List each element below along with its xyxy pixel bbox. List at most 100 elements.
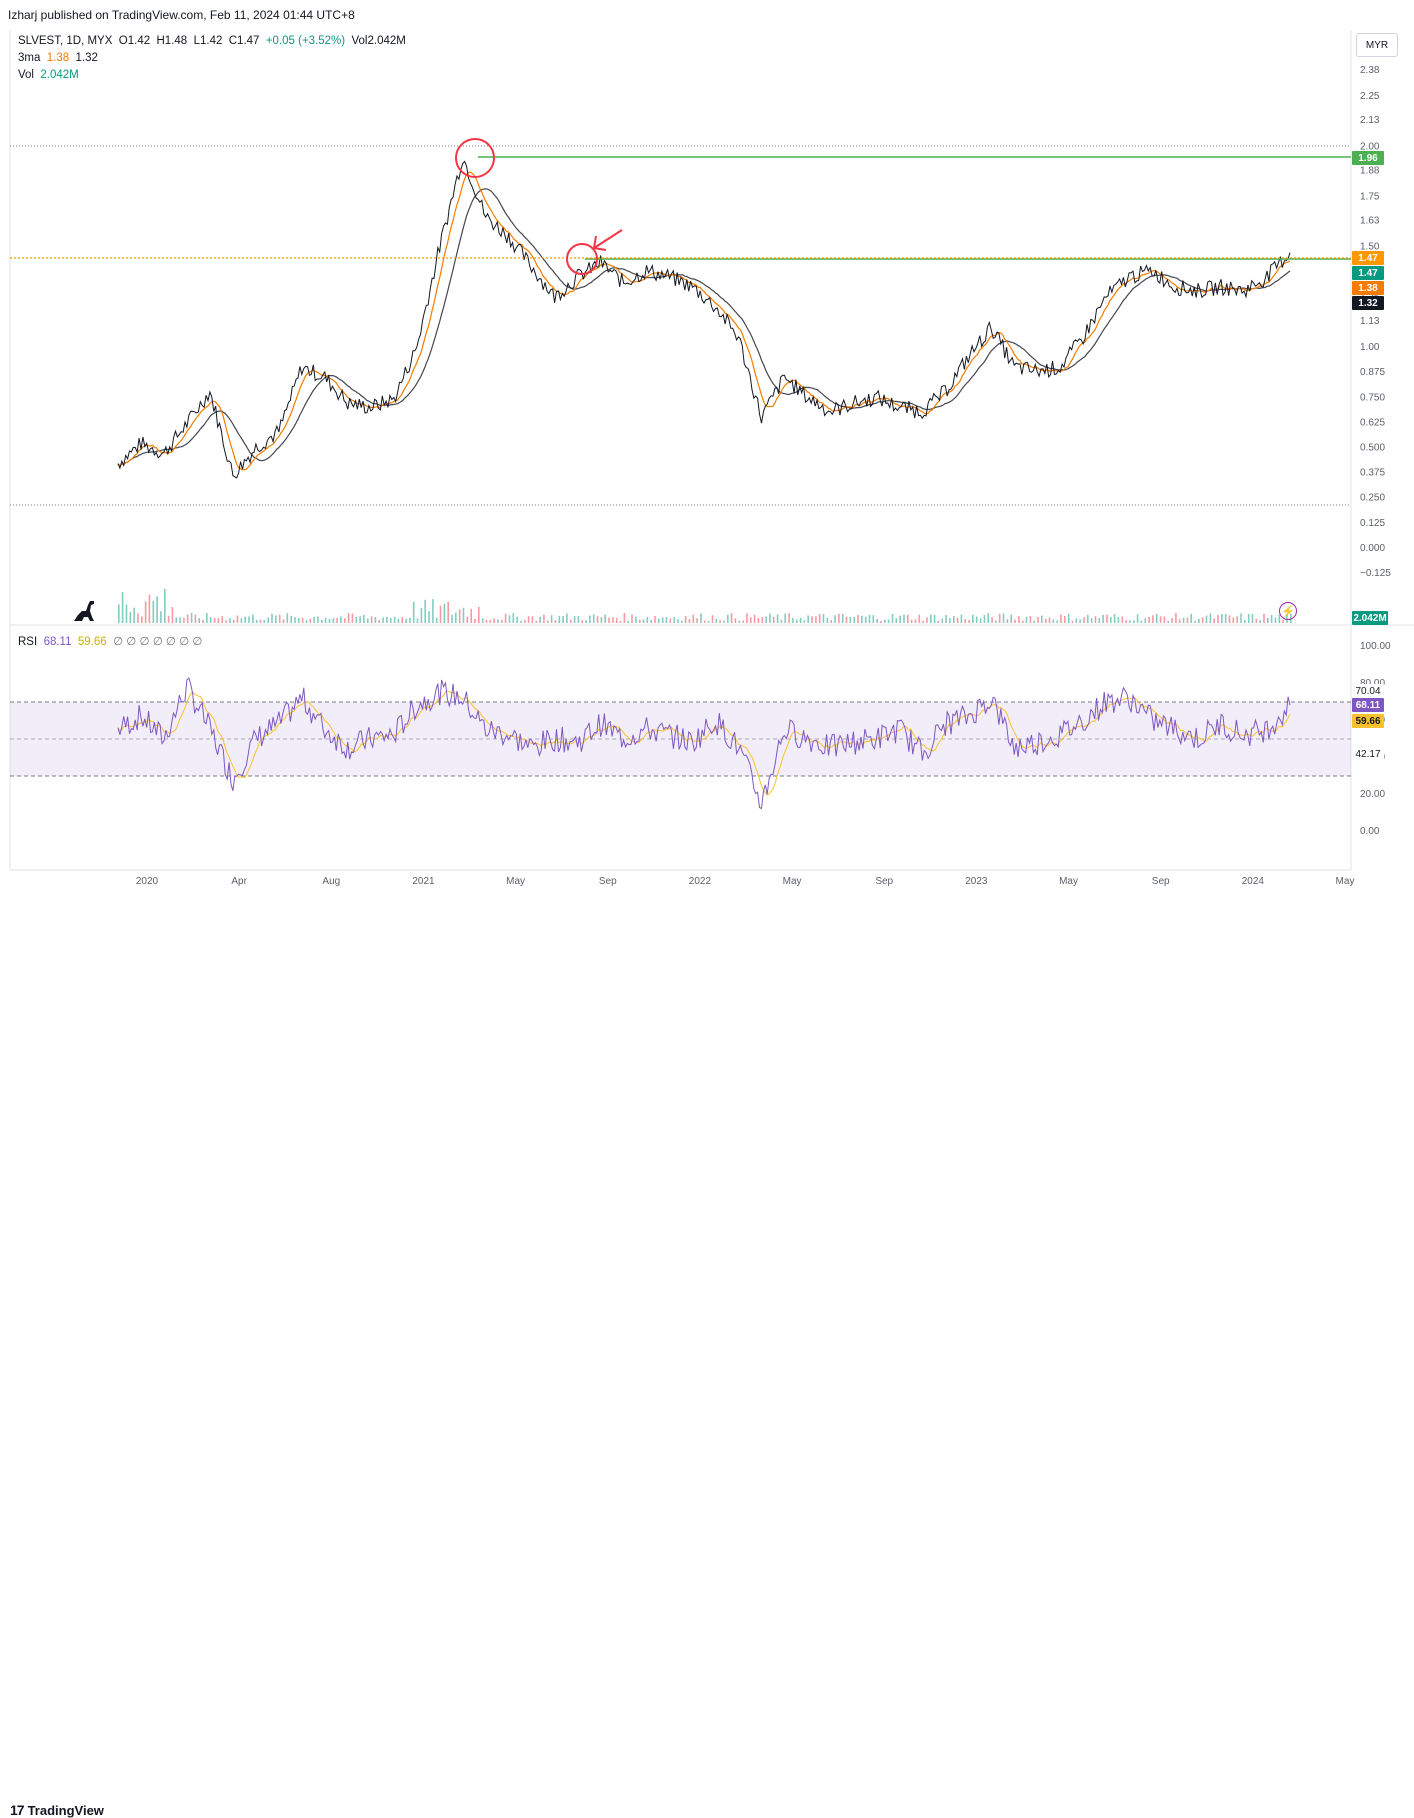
volume-bar	[945, 615, 947, 623]
volume-bar	[953, 615, 955, 623]
volume-bar	[129, 612, 132, 623]
volume-bar	[1006, 619, 1009, 623]
volume-bar	[1029, 616, 1032, 623]
volume-bar	[1213, 618, 1215, 623]
volume-bar	[1129, 620, 1131, 623]
legend-ma[interactable]: 3ma 1.38 1.32	[18, 52, 98, 64]
volume-bar	[179, 617, 181, 623]
legend-vol-value: 2.042M	[40, 69, 79, 81]
legend-rsi[interactable]: RSI 68.11 59.66 ∅ ∅ ∅ ∅ ∅ ∅ ∅	[18, 634, 202, 648]
volume-bar	[608, 617, 610, 623]
volume-bar	[458, 609, 461, 623]
price-tick-label: 2.00	[1360, 141, 1380, 152]
volume-bar	[175, 617, 178, 623]
volume-bar	[531, 616, 534, 623]
volume-bar	[960, 614, 963, 623]
volume-bar	[240, 618, 243, 623]
legend-change: +0.05 (+3.52%)	[265, 35, 346, 47]
volume-bar	[868, 614, 871, 623]
volume-bar	[983, 615, 986, 623]
volume-bar	[715, 619, 718, 623]
price-tick-label: 1.63	[1360, 216, 1380, 227]
volume-bar	[792, 617, 794, 623]
volume-bar	[684, 615, 687, 623]
volume-bar	[864, 616, 867, 623]
tradingview-logo[interactable]: 17 TradingView	[10, 1802, 104, 1818]
volume-bar	[761, 617, 764, 623]
volume-bar	[1064, 616, 1066, 623]
legend-volume[interactable]: Vol 2.042M	[18, 69, 79, 81]
volume-bar	[589, 615, 591, 623]
price-axis: 2.382.252.132.001.881.751.631.501.381.25…	[1360, 65, 1391, 579]
volume-bar	[370, 616, 373, 623]
volume-bar	[1190, 613, 1192, 623]
volume-bar	[443, 603, 446, 623]
volume-bar	[1067, 613, 1070, 623]
volume-bar	[478, 606, 480, 623]
volume-bar	[225, 620, 227, 623]
volume-bar	[612, 617, 614, 623]
volume-bar	[727, 614, 729, 623]
volume-bar	[393, 616, 396, 623]
volume-bar	[389, 618, 392, 623]
volume-bar	[141, 616, 143, 623]
volume-bar	[1240, 613, 1242, 623]
volume-bar	[1094, 616, 1097, 623]
volume-bar	[1152, 615, 1154, 623]
volume-bar	[290, 615, 292, 623]
volume-bar	[619, 620, 622, 623]
volume-bar	[853, 616, 855, 623]
chart-canvas[interactable]: 2.382.252.132.001.881.751.631.501.381.25…	[0, 0, 1414, 898]
volume-bar	[367, 618, 369, 623]
volume-bar	[1251, 614, 1254, 623]
volume-bar	[914, 619, 917, 623]
currency-button[interactable]: MYR	[1356, 33, 1398, 57]
volume-bar	[922, 620, 924, 623]
ma-slow-line	[117, 188, 1291, 467]
volume-bar	[1278, 614, 1281, 623]
volume-bar	[964, 619, 966, 623]
volume-bar	[1079, 619, 1081, 623]
volume-bar	[1087, 614, 1089, 623]
volume-bar	[596, 616, 599, 623]
volume-bar	[516, 616, 518, 623]
volume-bar	[696, 618, 698, 623]
volume-bar	[282, 619, 285, 623]
lightning-icon[interactable]: ⚡	[1279, 602, 1297, 620]
volume-bar	[336, 617, 338, 623]
volume-bar	[677, 619, 679, 623]
volume-bar	[1071, 620, 1074, 623]
volume-bar	[746, 613, 748, 623]
volume-bar	[1217, 614, 1219, 623]
volume-bar	[1002, 613, 1005, 623]
tradingview-brand: TradingView	[27, 1802, 104, 1818]
rsi-ma-line	[117, 690, 1291, 796]
price-tick-label: 0.000	[1360, 543, 1385, 554]
volume-bar	[160, 611, 162, 623]
tag-resistance-top: 1.96	[1352, 151, 1384, 165]
volume-bar	[1110, 617, 1112, 623]
volume-bar	[562, 616, 564, 623]
time-tick-label: May	[1336, 876, 1355, 887]
volume-bar	[267, 617, 269, 623]
legend-ma1-value: 1.38	[46, 52, 70, 64]
volume-bars	[118, 588, 1292, 623]
price-tick-label: 1.50	[1360, 242, 1380, 253]
volume-bar	[1102, 614, 1104, 623]
volume-bar	[294, 617, 296, 623]
volume-bar	[481, 618, 484, 623]
volume-bar	[1117, 617, 1120, 623]
volume-bar	[244, 616, 246, 623]
volume-bar	[979, 618, 982, 623]
dinosaur-icon	[74, 601, 94, 621]
volume-bar	[795, 619, 798, 623]
volume-bar	[397, 618, 400, 623]
volume-bar	[1232, 617, 1235, 623]
volume-bar	[1060, 614, 1062, 623]
ma-fast-line	[117, 171, 1291, 471]
volume-bar	[623, 613, 626, 623]
volume-bar	[171, 607, 174, 623]
volume-bar	[278, 614, 281, 623]
volume-bar	[271, 613, 273, 623]
volume-bar	[190, 613, 193, 623]
